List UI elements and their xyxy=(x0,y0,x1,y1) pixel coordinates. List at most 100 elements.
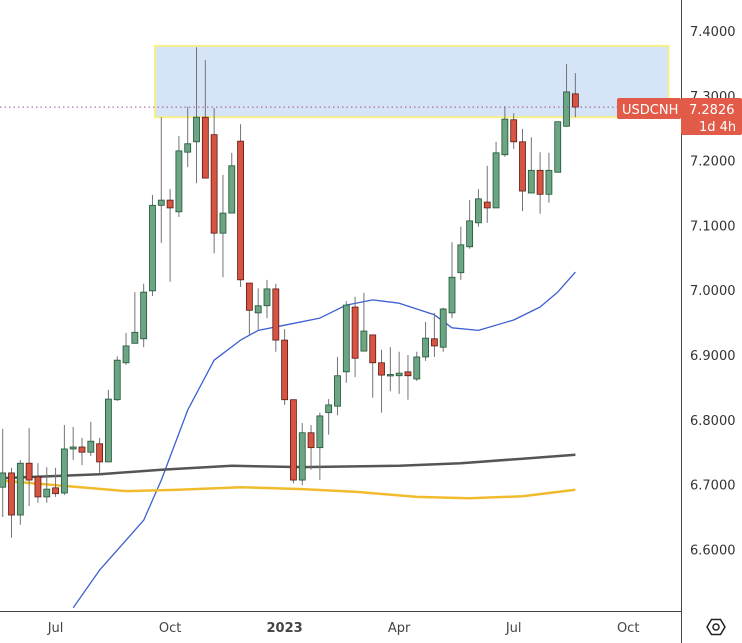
candle-body-up xyxy=(43,488,51,498)
candle[interactable] xyxy=(113,356,121,402)
candle[interactable] xyxy=(395,351,403,394)
candle[interactable] xyxy=(439,307,447,352)
candle-body-up xyxy=(422,337,429,358)
candle[interactable] xyxy=(78,437,86,466)
hexagon-gear-icon[interactable] xyxy=(706,618,726,636)
candle[interactable] xyxy=(175,135,183,217)
candle-body-down xyxy=(201,116,209,179)
candle[interactable] xyxy=(404,355,412,400)
candle[interactable] xyxy=(0,428,7,517)
candle[interactable] xyxy=(466,200,474,249)
candle[interactable] xyxy=(157,117,165,243)
candle[interactable] xyxy=(413,351,421,381)
candle[interactable] xyxy=(519,128,526,212)
candle-body-down xyxy=(404,371,412,377)
candle[interactable] xyxy=(34,463,42,503)
ma-mid-line[interactable] xyxy=(2,453,576,480)
candle[interactable] xyxy=(325,399,333,435)
candle[interactable] xyxy=(245,282,253,335)
candle-body-down xyxy=(351,306,359,359)
candle[interactable] xyxy=(43,467,51,503)
resistance-zone[interactable] xyxy=(153,44,670,119)
candle[interactable] xyxy=(360,292,368,352)
candle[interactable] xyxy=(369,334,377,398)
candle-body-down xyxy=(430,338,438,347)
ma-slow-line[interactable] xyxy=(2,479,576,500)
candle[interactable] xyxy=(96,437,104,473)
candle-body-up xyxy=(527,169,535,194)
candle[interactable] xyxy=(69,426,77,460)
candle-body-up xyxy=(69,446,77,450)
candle[interactable] xyxy=(554,121,562,173)
candle-body-up xyxy=(334,375,341,407)
candle[interactable] xyxy=(122,332,130,365)
candle[interactable] xyxy=(316,412,324,481)
candle-body-down xyxy=(483,201,491,209)
candle[interactable] xyxy=(510,113,518,149)
candle[interactable] xyxy=(210,108,218,254)
candle[interactable] xyxy=(166,189,174,282)
candle[interactable] xyxy=(263,279,271,319)
candle[interactable] xyxy=(536,152,544,214)
time-axis[interactable]: Jul Oct 2023 Apr Jul Oct xyxy=(47,621,640,636)
candle-body-up xyxy=(448,276,456,314)
candle[interactable] xyxy=(16,459,24,525)
candle[interactable] xyxy=(492,141,500,209)
candle-body-up xyxy=(113,359,121,401)
candle[interactable] xyxy=(501,106,509,157)
candle[interactable] xyxy=(457,226,465,280)
candle[interactable] xyxy=(228,152,236,214)
candle[interactable] xyxy=(422,321,429,361)
candle[interactable] xyxy=(307,424,315,470)
candle-body-up xyxy=(466,220,474,248)
candle-body-up xyxy=(342,304,350,373)
candle[interactable] xyxy=(272,283,280,352)
candle[interactable] xyxy=(8,467,15,538)
candle[interactable] xyxy=(131,292,139,344)
candle[interactable] xyxy=(237,124,244,287)
candle[interactable] xyxy=(52,467,59,497)
candle-body-down xyxy=(571,93,579,108)
candle[interactable] xyxy=(571,73,579,118)
candle[interactable] xyxy=(149,194,156,297)
candle-body-down xyxy=(272,288,280,341)
candle-body-up xyxy=(360,330,368,352)
candle[interactable] xyxy=(545,152,553,203)
candle[interactable] xyxy=(475,189,482,227)
candle[interactable] xyxy=(527,137,535,194)
price-label: USDCNH 7.2826 1d 4h xyxy=(617,98,742,135)
candle[interactable] xyxy=(483,165,491,223)
candle[interactable] xyxy=(105,389,112,463)
candle[interactable] xyxy=(201,60,209,179)
candle[interactable] xyxy=(281,329,289,405)
candle-body-down xyxy=(166,199,174,209)
candle[interactable] xyxy=(563,64,570,127)
candle[interactable] xyxy=(140,283,148,348)
candle-body-up xyxy=(457,244,465,274)
candle[interactable] xyxy=(342,301,350,383)
candle[interactable] xyxy=(298,423,306,486)
candle-body-up xyxy=(475,198,482,224)
candle-body-down xyxy=(536,169,544,195)
candle[interactable] xyxy=(25,428,33,506)
candle[interactable] xyxy=(184,106,192,168)
candle[interactable] xyxy=(193,47,200,184)
candle-body-up xyxy=(122,345,130,364)
ma-fast-line[interactable] xyxy=(72,271,576,609)
candle[interactable] xyxy=(378,349,385,413)
candle[interactable] xyxy=(430,312,438,357)
candle[interactable] xyxy=(290,399,297,484)
candle[interactable] xyxy=(219,174,227,278)
price-axis[interactable]: 7.40007.30007.20007.10007.00006.90006.80… xyxy=(690,25,736,558)
candle[interactable] xyxy=(334,356,341,416)
candle-body-down xyxy=(369,334,377,364)
candle[interactable] xyxy=(386,347,394,392)
candle[interactable] xyxy=(87,421,95,457)
candle[interactable] xyxy=(351,296,359,378)
candle-body-down xyxy=(34,476,42,498)
candle[interactable] xyxy=(60,424,68,495)
candle[interactable] xyxy=(254,288,262,330)
candle[interactable] xyxy=(448,242,456,319)
candle-body-down xyxy=(510,119,518,143)
